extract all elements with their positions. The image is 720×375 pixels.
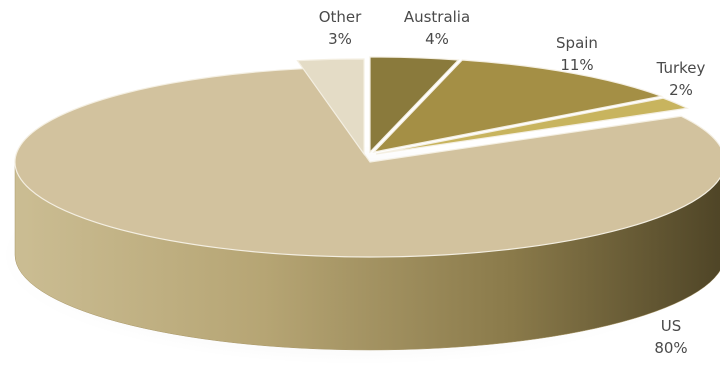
pie-slice-other: [296, 58, 365, 156]
pie-label-turkey: Turkey 2%: [656, 59, 706, 99]
pie-label-name: Australia: [404, 8, 470, 26]
pie-slice-spain: [372, 59, 664, 153]
pie-label-value: 2%: [669, 81, 693, 99]
pie-label-value: 80%: [654, 339, 687, 357]
pie-label-value: 3%: [328, 30, 352, 48]
pie-label-name: Other: [319, 8, 362, 26]
pie-slice-us: [14, 68, 720, 258]
pie-label-spain: Spain 11%: [556, 34, 598, 74]
pie-label-name: Spain: [556, 34, 598, 52]
pie-slices: [14, 56, 720, 258]
pie-label-value: 4%: [425, 30, 449, 48]
pie-slice-turkey: [375, 97, 690, 155]
pie-slice-australia: [369, 56, 460, 154]
pie-label-us: US 80%: [654, 317, 687, 357]
pie-label-name: Turkey: [656, 59, 706, 77]
pie-labels: US 80% Other 3% Australia 4% Spain 11% Turkey 2%: [319, 8, 706, 357]
pie-label-name: US: [661, 317, 682, 335]
pie-label-value: 11%: [560, 56, 593, 74]
pie-label-other: Other 3%: [319, 8, 362, 48]
pie-label-australia: Australia 4%: [404, 8, 470, 48]
